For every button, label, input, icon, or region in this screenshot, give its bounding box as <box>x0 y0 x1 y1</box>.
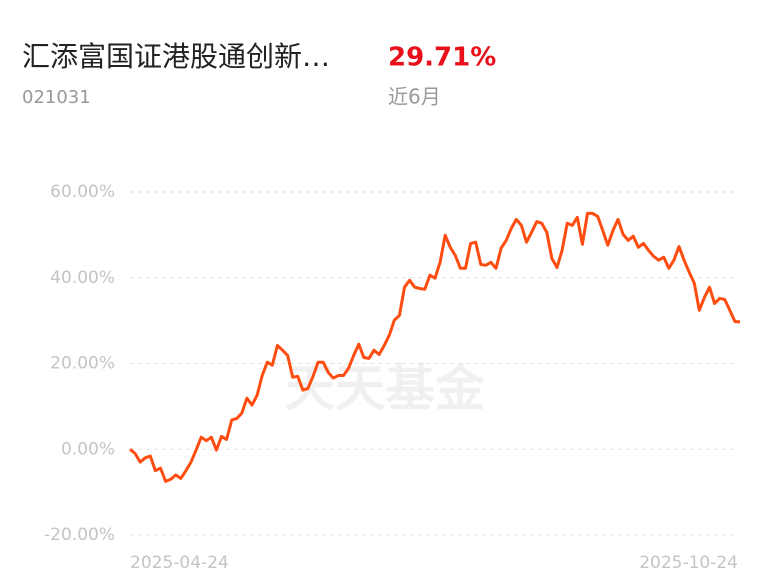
fund-code: 021031 <box>22 87 91 108</box>
x-tick-label: 2025-10-24 <box>639 553 738 573</box>
y-tick-label: 40.00% <box>50 268 115 288</box>
fund-title: 汇添富国证港股通创新… <box>22 40 330 73</box>
fund-return: 29.71% <box>388 43 496 73</box>
line-series <box>129 211 741 483</box>
period: 近6月 <box>388 85 441 109</box>
y-tick-label: 0.00% <box>61 439 115 459</box>
x-tick-label: 2025-04-24 <box>130 553 229 573</box>
y-tick-label: -20.00% <box>44 525 115 545</box>
y-tick-label: 60.00% <box>50 182 115 202</box>
y-tick-label: 20.00% <box>50 354 115 374</box>
watermark: 天天基金 <box>285 360 486 418</box>
